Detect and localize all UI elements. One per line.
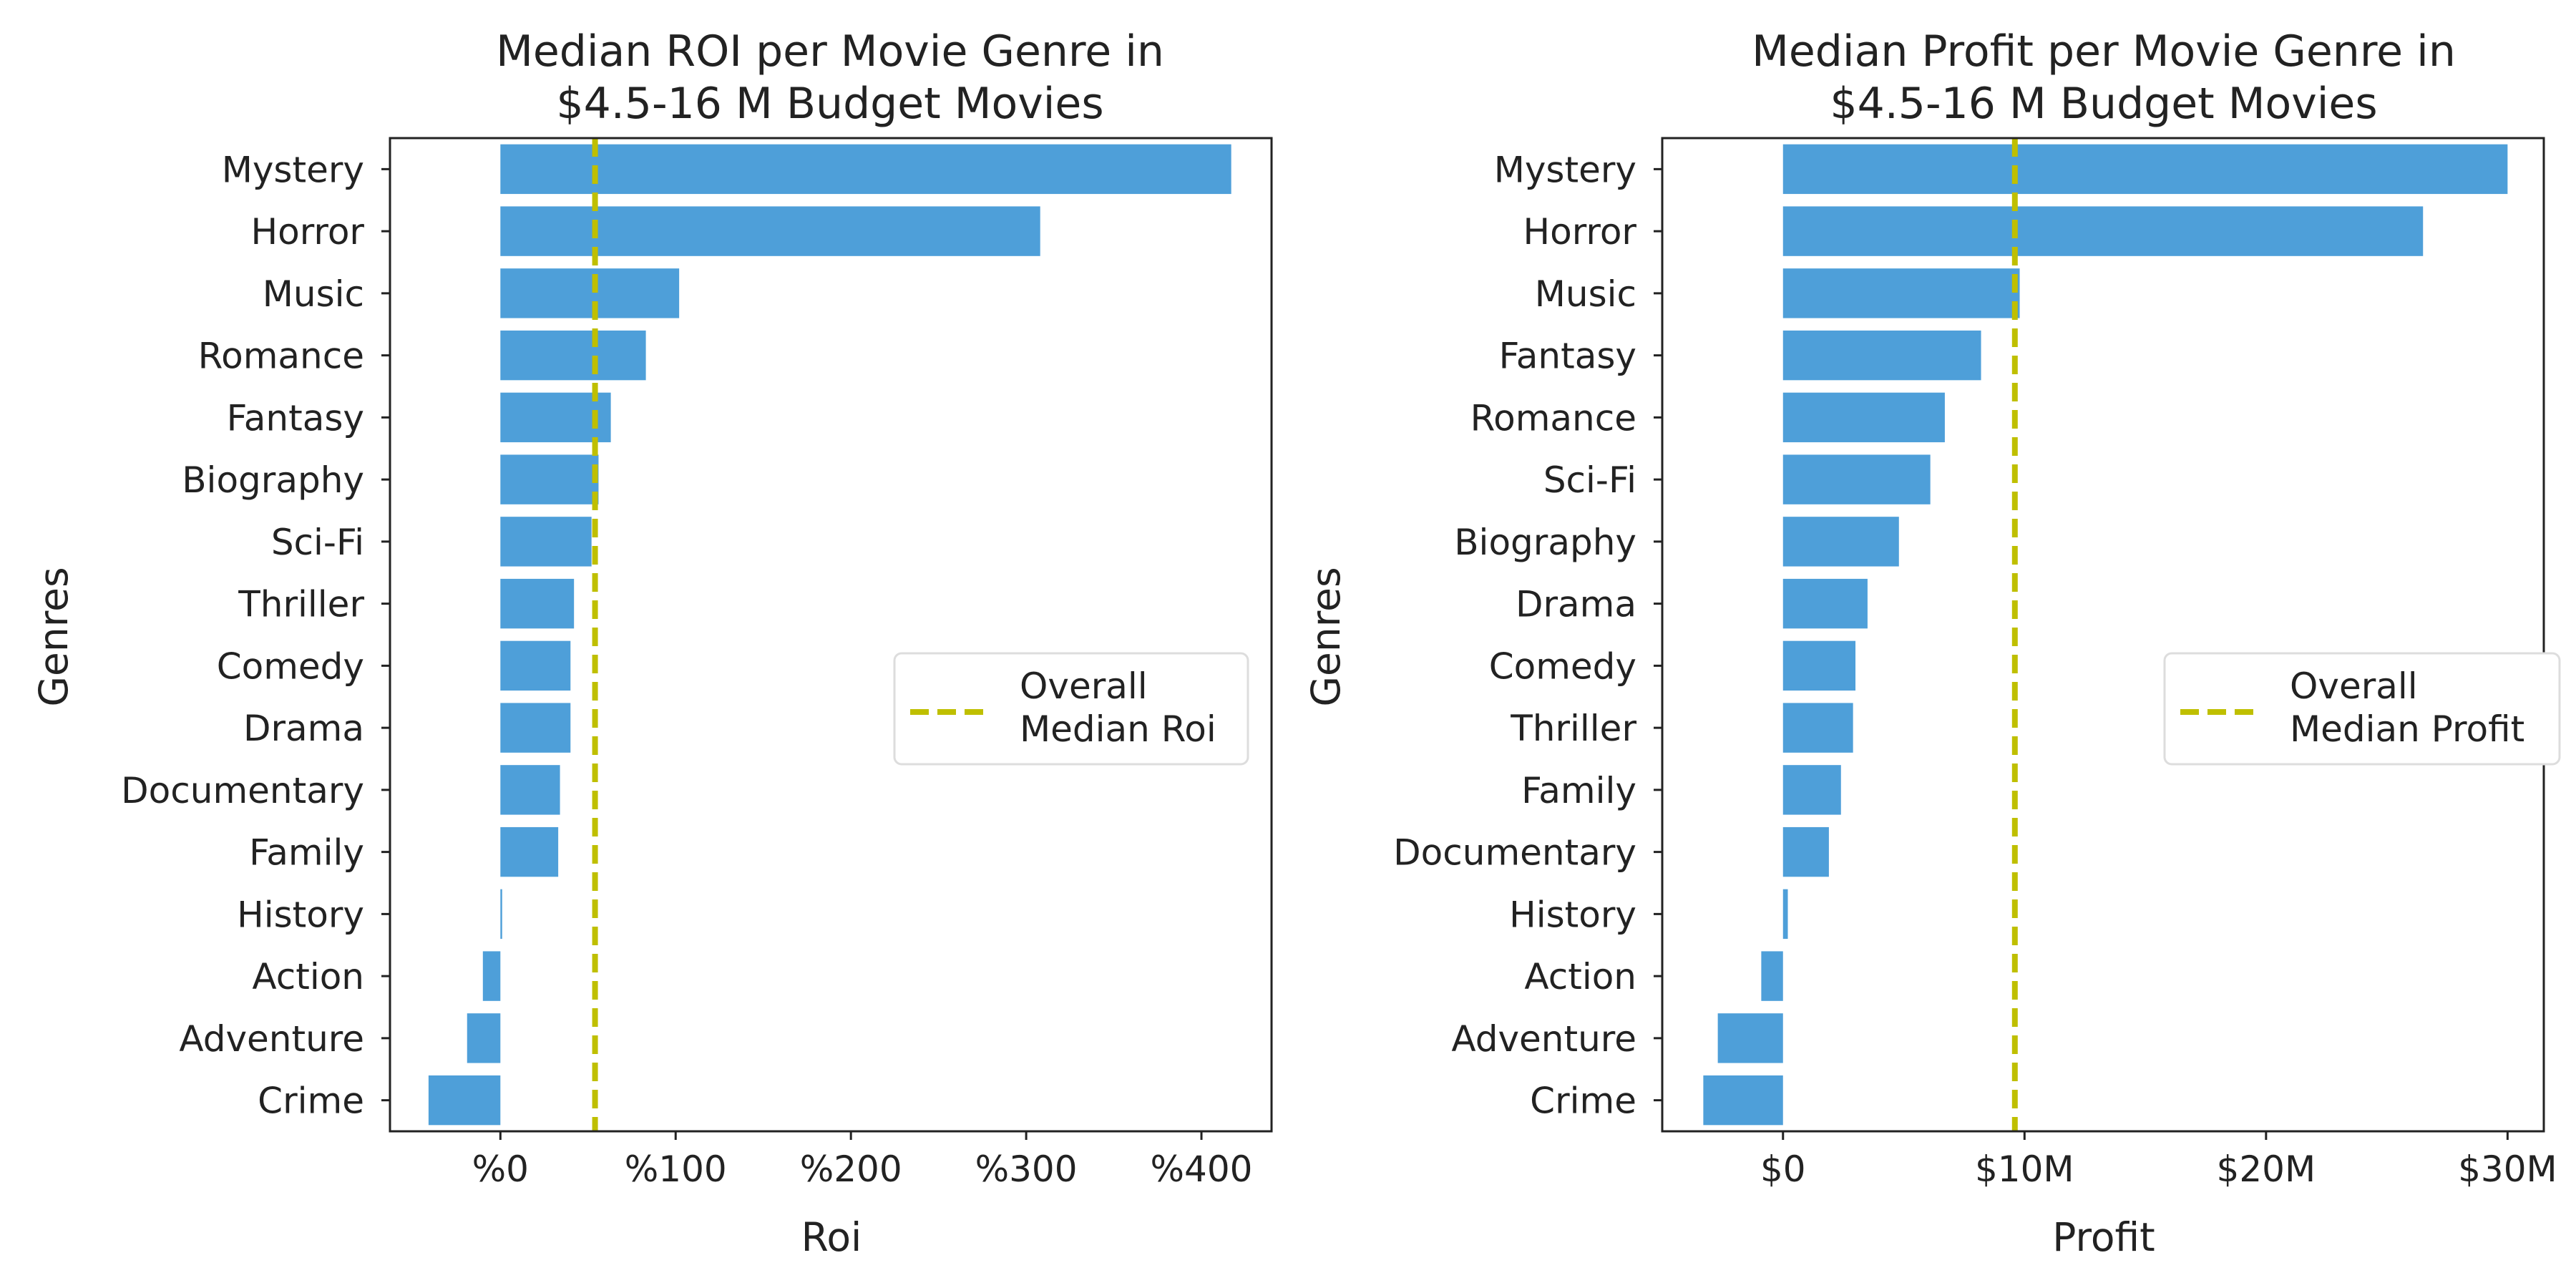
profit-ytick-label: Thriller bbox=[1510, 708, 1636, 749]
profit-bar-horror bbox=[1782, 206, 2424, 256]
profit-chart: Median Profit per Movie Genre in $4.5-16… bbox=[1303, 26, 2561, 1260]
roi-bar-documentary bbox=[500, 765, 560, 815]
profit-ytick-label: Family bbox=[1521, 770, 1636, 811]
roi-xtick-label: %400 bbox=[1151, 1148, 1253, 1190]
roi-ytick-label: Action bbox=[252, 956, 364, 997]
profit-bar-history bbox=[1782, 889, 1788, 940]
roi-ytick-label: Documentary bbox=[121, 770, 364, 811]
roi-bar-romance bbox=[500, 330, 646, 381]
roi-bar-drama bbox=[500, 703, 571, 753]
profit-bar-drama bbox=[1782, 578, 1868, 629]
roi-xtick-label: %300 bbox=[975, 1148, 1078, 1190]
roi-ytick-label: Biography bbox=[182, 459, 364, 501]
profit-ytick-label: Adventure bbox=[1451, 1018, 1636, 1060]
roi-ytick-label: History bbox=[237, 894, 364, 935]
profit-xtick-label: $30M bbox=[2458, 1148, 2557, 1190]
roi-bar-family bbox=[500, 826, 559, 877]
profit-chart-frame bbox=[1661, 137, 2545, 1133]
roi-ytick-label: Crime bbox=[258, 1080, 364, 1122]
roi-chart-xlabel: Roi bbox=[801, 1214, 862, 1260]
roi-bar-adventure bbox=[467, 1013, 501, 1063]
roi-legend-box bbox=[893, 652, 1249, 766]
profit-bar-crime bbox=[1703, 1075, 1783, 1126]
profit-bar-comedy bbox=[1782, 640, 1856, 691]
profit-chart-ylabel: Genres bbox=[1303, 567, 1349, 706]
profit-ytick-label: Sci-Fi bbox=[1543, 459, 1636, 501]
profit-bar-documentary bbox=[1782, 826, 1829, 877]
profit-ytick-label: Biography bbox=[1454, 522, 1636, 563]
roi-chart-ylabel: Genres bbox=[31, 567, 77, 706]
profit-ytick-label: Action bbox=[1524, 956, 1636, 997]
roi-xtick-label: %200 bbox=[800, 1148, 902, 1190]
profit-legend-box bbox=[2163, 652, 2561, 766]
profit-bar-biography bbox=[1782, 517, 1899, 567]
roi-bar-music bbox=[500, 268, 680, 318]
roi-xtick-label: %0 bbox=[472, 1148, 529, 1190]
profit-ytick-label: Drama bbox=[1516, 584, 1636, 625]
roi-ytick-label: Horror bbox=[251, 211, 365, 253]
profit-ytick-label: Documentary bbox=[1393, 832, 1636, 874]
roi-bar-sci-fi bbox=[500, 517, 592, 567]
profit-ytick-label: Mystery bbox=[1494, 149, 1636, 190]
roi-bar-comedy bbox=[500, 640, 571, 691]
profit-ytick-label: Music bbox=[1535, 273, 1636, 315]
roi-bar-history bbox=[500, 889, 502, 940]
roi-ytick-label: Sci-Fi bbox=[271, 522, 364, 563]
profit-ytick-label: Fantasy bbox=[1499, 336, 1636, 377]
profit-xtick-label: $20M bbox=[2217, 1148, 2316, 1190]
roi-xtick-label: %100 bbox=[625, 1148, 727, 1190]
profit-bar-music bbox=[1782, 268, 2020, 318]
profit-chart-title-line2: $4.5-16 M Budget Movies bbox=[1830, 79, 2377, 129]
roi-chart-marks: Mystery Horror Music Romance Fantasy Biograph… bbox=[121, 138, 1253, 1190]
roi-legend-line1: Overall bbox=[1020, 665, 1148, 707]
roi-ytick-label: Comedy bbox=[217, 645, 364, 687]
profit-bar-sci-fi bbox=[1782, 454, 1931, 504]
roi-legend-line2: Median Roi bbox=[1020, 708, 1216, 750]
profit-bar-family bbox=[1782, 765, 1841, 815]
profit-chart-title-line1: Median Profit per Movie Genre in bbox=[1752, 26, 2456, 77]
roi-bar-biography bbox=[500, 454, 599, 504]
profit-ytick-label: Crime bbox=[1530, 1080, 1636, 1122]
roi-ytick-label: Adventure bbox=[179, 1018, 364, 1060]
roi-ytick-label: Fantasy bbox=[227, 397, 364, 439]
profit-bar-action bbox=[1761, 951, 1783, 1001]
roi-chart-frame bbox=[389, 137, 1273, 1133]
roi-bar-crime bbox=[428, 1075, 501, 1126]
profit-xtick-label: $0 bbox=[1760, 1148, 1806, 1190]
profit-bar-thriller bbox=[1782, 703, 1853, 753]
roi-bar-horror bbox=[500, 206, 1040, 256]
roi-bar-mystery bbox=[500, 144, 1231, 195]
roi-chart-title-line1: Median ROI per Movie Genre in bbox=[496, 26, 1164, 77]
profit-bar-romance bbox=[1782, 392, 1945, 443]
profit-ytick-label: Comedy bbox=[1489, 645, 1636, 687]
roi-ytick-label: Mystery bbox=[222, 149, 364, 190]
roi-ytick-label: Drama bbox=[243, 708, 364, 749]
profit-bar-mystery bbox=[1782, 144, 2508, 195]
profit-legend-line2: Median Profit bbox=[2290, 708, 2524, 750]
profit-chart-xlabel: Profit bbox=[2052, 1214, 2155, 1260]
profit-legend-line1: Overall bbox=[2290, 665, 2418, 707]
profit-ytick-label: Romance bbox=[1470, 397, 1636, 439]
profit-ytick-label: Horror bbox=[1523, 211, 1637, 253]
profit-ytick-label: History bbox=[1509, 894, 1636, 935]
profit-bar-fantasy bbox=[1782, 330, 1981, 381]
roi-bar-action bbox=[482, 951, 501, 1001]
roi-ytick-label: Family bbox=[249, 832, 364, 874]
roi-chart-title-line2: $4.5-16 M Budget Movies bbox=[556, 79, 1103, 129]
profit-bar-adventure bbox=[1717, 1013, 1783, 1063]
roi-ytick-label: Romance bbox=[198, 336, 364, 377]
profit-chart-legend: Overall Median Profit bbox=[2163, 652, 2561, 766]
roi-ytick-label: Thriller bbox=[238, 584, 364, 625]
profit-xtick-label: $10M bbox=[1975, 1148, 2074, 1190]
roi-chart: Median ROI per Movie Genre in $4.5-16 M … bbox=[31, 26, 1273, 1260]
profit-chart-marks: Mystery Horror Music Fantasy Romance Sci-Fi Bi… bbox=[1393, 138, 2557, 1190]
roi-ytick-label: Music bbox=[263, 273, 364, 315]
roi-bar-thriller bbox=[500, 578, 575, 629]
roi-chart-legend: Overall Median Roi bbox=[893, 652, 1249, 766]
